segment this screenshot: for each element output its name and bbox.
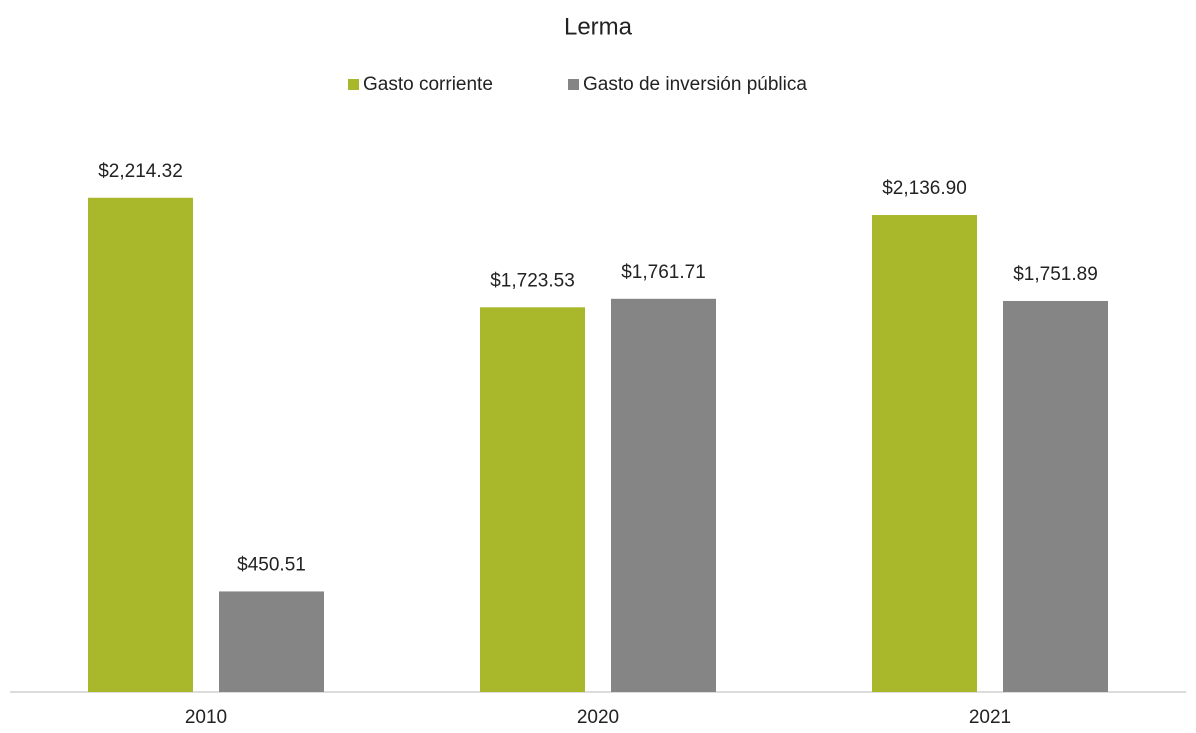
data-label: $2,136.90 bbox=[882, 178, 967, 199]
bar bbox=[872, 215, 977, 692]
data-label: $1,751.89 bbox=[1013, 264, 1098, 285]
data-label: $2,214.32 bbox=[98, 161, 183, 182]
legend-label: Gasto de inversión pública bbox=[583, 74, 807, 95]
x-tick-label: 2021 bbox=[969, 707, 1011, 728]
bar bbox=[88, 197, 193, 692]
legend-label: Gasto corriente bbox=[363, 74, 493, 95]
bar bbox=[1003, 300, 1108, 692]
legend-swatch bbox=[568, 79, 579, 90]
data-label: $1,723.53 bbox=[490, 270, 575, 291]
legend-swatch bbox=[348, 79, 359, 90]
chart-title: Lerma bbox=[564, 13, 633, 40]
data-label: $450.51 bbox=[237, 554, 306, 575]
bar bbox=[219, 591, 324, 692]
x-tick-label: 2010 bbox=[185, 707, 227, 728]
data-label: $1,761.71 bbox=[621, 262, 706, 283]
bar bbox=[480, 307, 585, 692]
bar bbox=[611, 298, 716, 692]
x-tick-label: 2020 bbox=[577, 707, 619, 728]
